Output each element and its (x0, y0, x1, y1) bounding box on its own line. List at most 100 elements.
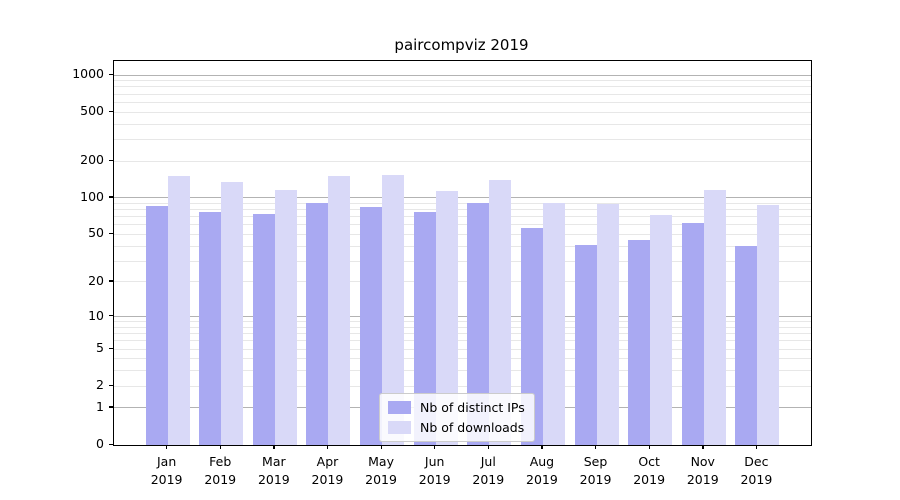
y-tick-mark (109, 73, 113, 75)
minor-gridline (114, 101, 811, 103)
x-tick-mark (487, 445, 490, 450)
y-tick-mark (109, 196, 113, 198)
minor-gridline (114, 370, 811, 372)
y-tick-mark (109, 443, 113, 445)
bar-distinct-ips (199, 211, 222, 445)
bar-downloads (650, 215, 673, 445)
y-tick-mark (109, 384, 113, 386)
minor-gridline (114, 80, 811, 82)
x-tick-mark (595, 445, 597, 450)
bar-distinct-ips (681, 223, 704, 445)
legend-label-downloads: Nb of downloads (420, 420, 525, 435)
major-gridline (114, 316, 811, 318)
bar-downloads (489, 179, 512, 445)
x-tick-year: 2019 (150, 472, 183, 488)
minor-gridline (114, 216, 811, 218)
minor-gridline (114, 202, 811, 204)
x-tick-year: 2019 (526, 472, 558, 488)
bar-downloads (382, 174, 405, 445)
bar-downloads (542, 202, 565, 445)
plot-area: Nb of distinct IPs Nb of downloads (113, 60, 812, 446)
x-tick-year: 2019 (633, 472, 666, 488)
x-tick-label-aug: Aug 2019 (510, 453, 574, 489)
y-tick-label: 200 (80, 152, 104, 167)
bar-distinct-ips (520, 227, 543, 445)
major-gridline (114, 197, 811, 199)
bar-downloads (757, 204, 780, 445)
x-tick-mark (326, 445, 329, 450)
x-tick-mark (702, 445, 704, 450)
bar-distinct-ips (145, 206, 168, 445)
x-tick-year: 2019 (740, 472, 773, 488)
bar-downloads (703, 189, 726, 445)
minor-gridline (114, 160, 811, 162)
x-tick-label-oct: Oct 2019 (617, 453, 681, 489)
legend-label-distinct-ips: Nb of distinct IPs (420, 400, 525, 415)
x-tick-year: 2019 (472, 472, 505, 488)
legend-item-distinct-ips: Nb of distinct IPs (388, 400, 525, 415)
y-tick-label: 20 (88, 272, 104, 288)
x-tick-year: 2019 (365, 472, 397, 488)
x-tick-label-jun: Jun 2019 (403, 453, 467, 489)
minor-gridline (114, 348, 811, 350)
y-tick-mark (109, 347, 113, 349)
minor-gridline (114, 224, 811, 226)
y-tick-label: 2 (96, 377, 104, 393)
bar-distinct-ips (306, 203, 329, 445)
major-gridline (114, 74, 811, 76)
minor-gridline (114, 86, 811, 88)
minor-gridline (114, 281, 811, 283)
bar-distinct-ips (252, 213, 275, 445)
bar-downloads (221, 181, 244, 445)
y-tick-mark (109, 159, 113, 161)
y-tick-label: 1 (96, 398, 104, 414)
x-tick-label-feb: Feb 2019 (188, 453, 252, 489)
x-tick-label-sep: Sep 2019 (564, 453, 628, 489)
x-tick-label-dec: Dec 2019 (724, 453, 788, 489)
y-tick-mark (109, 110, 113, 112)
bar-downloads (596, 204, 619, 445)
bar-downloads (274, 189, 297, 445)
bar-distinct-ips (360, 207, 383, 445)
x-tick-label-jul: Jul 2019 (456, 453, 520, 489)
x-tick-label-may: May 2019 (349, 453, 413, 489)
bar-downloads (167, 176, 190, 445)
x-tick-mark (380, 445, 382, 450)
legend-item-downloads: Nb of downloads (388, 420, 525, 435)
minor-gridline (114, 245, 811, 247)
x-tick-mark (219, 445, 222, 450)
y-tick-mark (109, 315, 113, 317)
y-tick-mark (109, 232, 113, 235)
legend: Nb of distinct IPs Nb of downloads (379, 393, 535, 442)
x-tick-year: 2019 (257, 472, 290, 488)
y-tick-label: 1000 (72, 66, 104, 82)
bar-distinct-ips (628, 239, 651, 445)
x-tick-mark (273, 445, 275, 450)
minor-gridline (114, 138, 811, 140)
minor-gridline (114, 123, 811, 125)
y-tick-label: 100 (80, 188, 104, 204)
x-tick-year: 2019 (418, 472, 451, 488)
minor-gridline (114, 233, 811, 235)
minor-gridline (114, 93, 811, 95)
x-tick-year: 2019 (579, 472, 612, 488)
x-tick-mark (434, 445, 436, 450)
y-tick-mark (109, 280, 113, 282)
minor-gridline (114, 209, 811, 211)
x-tick-mark (166, 445, 168, 450)
legend-swatch-distinct-ips (388, 401, 411, 414)
bar-downloads (435, 190, 458, 445)
x-tick-mark (541, 445, 543, 450)
bar-distinct-ips (735, 246, 758, 445)
y-tick-label: 10 (88, 307, 104, 323)
bar-downloads (328, 175, 351, 445)
x-tick-mark (648, 445, 650, 450)
minor-gridline (114, 326, 811, 328)
x-tick-year: 2019 (311, 472, 344, 488)
minor-gridline (114, 340, 811, 342)
x-tick-label-nov: Nov 2019 (671, 453, 735, 489)
legend-swatch-downloads (388, 421, 411, 434)
minor-gridline (114, 111, 811, 113)
minor-gridline (114, 385, 811, 387)
